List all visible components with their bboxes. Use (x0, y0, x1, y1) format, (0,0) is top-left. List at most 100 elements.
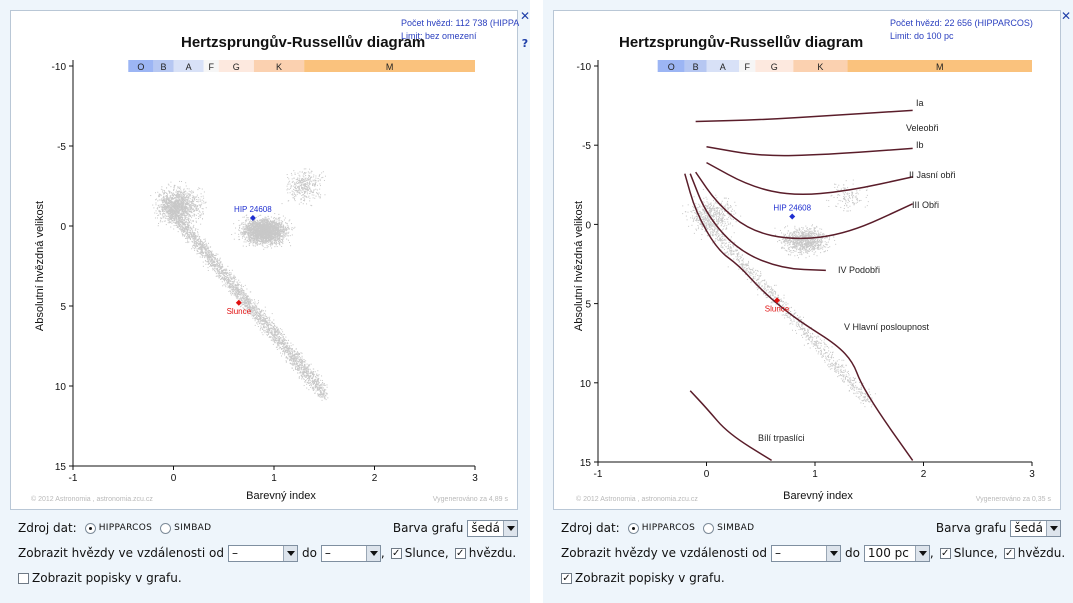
star-point (268, 243, 270, 245)
star-point (288, 178, 290, 180)
star-point (236, 286, 238, 288)
star-point (321, 389, 323, 391)
star-point (313, 176, 315, 178)
star-point (307, 171, 309, 173)
star-point (299, 171, 301, 173)
star-point (271, 236, 273, 238)
star-point (244, 233, 246, 235)
star-point (264, 314, 266, 316)
star-point (176, 191, 178, 193)
star-point (168, 215, 170, 217)
star-point (258, 318, 260, 320)
star-point (215, 271, 217, 273)
star-point (294, 367, 296, 369)
star-point (302, 373, 304, 375)
star-point (252, 228, 254, 230)
star-point (284, 350, 286, 352)
star-point (172, 192, 174, 194)
star-point (289, 354, 291, 356)
star-point (310, 386, 312, 388)
star-point (186, 188, 188, 190)
star-point (274, 221, 276, 223)
star-point (294, 198, 296, 200)
star-point (194, 247, 196, 249)
spectral-class-m (304, 60, 475, 72)
star-point (188, 223, 190, 225)
star-point (218, 266, 220, 268)
star-point (222, 269, 224, 271)
star-point (214, 270, 216, 272)
star-point (277, 329, 279, 331)
star-point (200, 239, 202, 241)
star-point (265, 220, 267, 222)
star-point (243, 227, 245, 229)
star-point (302, 189, 304, 191)
star-point (220, 266, 222, 268)
star-point (174, 203, 176, 205)
star-point (308, 379, 310, 381)
star-point (244, 232, 246, 234)
star-point (188, 221, 190, 223)
star-point (301, 363, 303, 365)
star-point (289, 352, 291, 354)
star-point (314, 383, 316, 385)
star-point (189, 193, 191, 195)
star-point (321, 177, 323, 179)
star-point (305, 172, 307, 174)
star-point (278, 220, 280, 222)
star-point (277, 242, 279, 244)
star-point (189, 211, 191, 213)
star-point (278, 229, 280, 231)
star-point (239, 291, 241, 293)
star-point (302, 360, 304, 362)
star-point (322, 393, 324, 395)
star-point (276, 242, 278, 244)
star-point (278, 227, 280, 229)
star-point (173, 225, 175, 227)
star-point (282, 240, 284, 242)
star-point (284, 228, 286, 230)
star-point (270, 325, 272, 327)
star-point (183, 200, 185, 202)
star-point (309, 181, 311, 183)
star-point (290, 172, 292, 174)
star-point (306, 180, 308, 182)
star-point (176, 195, 178, 197)
star-point (315, 386, 317, 388)
star-point (165, 199, 167, 201)
star-point (185, 199, 187, 201)
star-point (297, 357, 299, 359)
star-point (302, 372, 304, 374)
star-point (245, 241, 247, 243)
star-point (276, 326, 278, 328)
star-point (217, 253, 219, 255)
star-point (278, 233, 280, 235)
star-point (280, 220, 282, 222)
star-point (250, 302, 252, 304)
star-point (276, 335, 278, 337)
star-point (167, 222, 169, 224)
star-point (228, 283, 230, 285)
star-point (163, 216, 165, 218)
star-point (277, 223, 279, 225)
star-point (271, 247, 273, 249)
star-point (190, 207, 192, 209)
star-point (193, 200, 195, 202)
star-point (164, 200, 166, 202)
star-point (285, 346, 287, 348)
star-point (169, 196, 171, 198)
star-point (283, 225, 285, 227)
star-point (169, 197, 171, 199)
star-point (291, 360, 293, 362)
star-point (279, 352, 281, 354)
star-point (313, 194, 315, 196)
star-point (229, 290, 231, 292)
star-point (280, 337, 282, 339)
star-point (266, 321, 268, 323)
star-point (324, 392, 326, 394)
star-point (313, 373, 315, 375)
star-point (313, 183, 315, 185)
star-point (276, 343, 278, 345)
star-point (178, 195, 180, 197)
star-point (259, 235, 261, 237)
